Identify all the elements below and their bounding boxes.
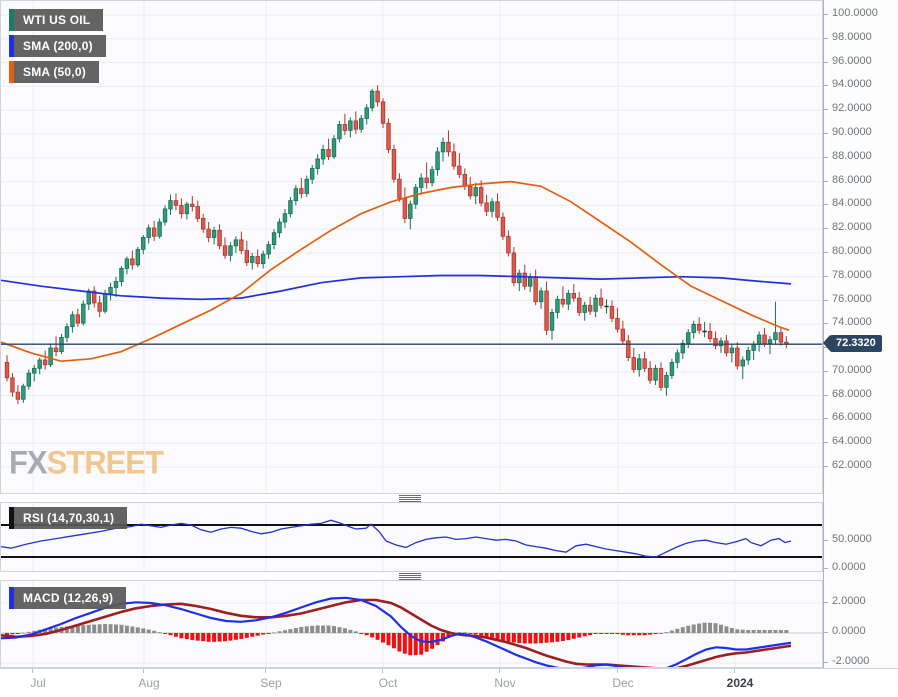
y-axis-tick <box>824 14 828 16</box>
y-axis-tick <box>824 299 828 301</box>
time-axis[interactable]: Jul Aug Sep Oct Nov Dec 2024 <box>0 668 898 697</box>
legend-symbol-label: WTI US OIL <box>23 13 91 27</box>
fxstreet-watermark: FXSTREET <box>9 444 164 482</box>
candles <box>4 85 789 405</box>
y-axis-label: 62.0000 <box>832 459 872 472</box>
rsi-badge-label: RSI (14,70,30,1) <box>23 511 115 525</box>
y-axis-label: 0.0000 <box>832 561 866 573</box>
y-axis-tick <box>824 37 828 39</box>
month-label: Nov <box>494 676 516 690</box>
month-label: Jul <box>30 676 46 690</box>
panel-divider <box>0 494 898 502</box>
y-axis-tick <box>824 204 828 206</box>
x-axis-tick <box>143 669 144 673</box>
rsi-canvas[interactable] <box>1 503 822 571</box>
y-axis-tick <box>824 632 828 633</box>
y-axis-label: 76.0000 <box>832 292 872 305</box>
month-label: 2024 <box>726 676 754 690</box>
sma50-line <box>1 180 790 363</box>
y-axis-label: 80.0000 <box>832 244 872 257</box>
y-axis-tick <box>824 156 828 158</box>
y-axis-tick <box>824 323 828 325</box>
y-axis-tick <box>824 466 828 468</box>
y-axis-label: 66.0000 <box>832 411 872 424</box>
y-axis-tick <box>824 275 828 277</box>
y-axis-label: 88.0000 <box>832 149 872 162</box>
y-axis-label: 96.0000 <box>832 54 872 67</box>
legend-item-sma50[interactable]: SMA (50,0) <box>9 61 99 83</box>
y-axis-label: 78.0000 <box>832 268 872 281</box>
divider-grip-icon[interactable] <box>399 495 421 502</box>
month-label: Dec <box>612 676 634 690</box>
y-axis-tick <box>824 418 828 420</box>
macd-badge-label: MACD (12,26,9) <box>23 591 114 605</box>
watermark-fx: FX <box>9 444 48 481</box>
x-axis-tick <box>265 669 266 673</box>
legend-sma50-label: SMA (50,0) <box>23 65 86 79</box>
main-chart-canvas[interactable] <box>1 1 822 493</box>
y-axis-label: 64.0000 <box>832 435 872 448</box>
x-axis-tick <box>382 669 383 673</box>
y-axis-tick <box>824 540 828 541</box>
sma200-line <box>1 274 792 301</box>
y-axis-tick <box>824 132 828 134</box>
y-axis-label: 100.0000 <box>832 7 878 20</box>
y-axis-label: 50.0000 <box>832 533 872 545</box>
x-axis-tick <box>499 669 500 673</box>
y-axis-tick <box>824 109 828 111</box>
y-axis-label: 68.0000 <box>832 387 872 400</box>
y-axis-tick <box>824 251 828 253</box>
y-axis-tick <box>824 85 828 87</box>
y-axis-label: 84.0000 <box>832 197 872 210</box>
current-price-tag: 72.3320 <box>830 334 882 352</box>
rsi-badge[interactable]: RSI (14,70,30,1) <box>9 507 128 529</box>
y-axis-label: 82.0000 <box>832 221 872 234</box>
y-axis-label: 90.0000 <box>832 125 872 138</box>
y-axis-tick <box>824 394 828 396</box>
watermark-street: STREET <box>46 444 164 481</box>
rsi-line <box>1 519 792 558</box>
y-axis-label: 70.0000 <box>832 363 872 376</box>
y-axis-label: 94.0000 <box>832 78 872 91</box>
y-axis-tick <box>824 180 828 182</box>
y-axis-label: 92.0000 <box>832 102 872 115</box>
y-axis-label: -2.0000 <box>832 655 870 667</box>
month-label: Aug <box>138 676 160 690</box>
x-axis-tick <box>32 669 33 673</box>
legend-item-sma200[interactable]: SMA (200,0) <box>9 35 106 57</box>
y-axis-tick <box>824 61 828 63</box>
divider-grip-icon[interactable] <box>399 573 421 580</box>
y-axis-label: 2.0000 <box>832 595 866 607</box>
y-axis-tick <box>824 602 828 603</box>
y-axis-label: 98.0000 <box>832 30 872 43</box>
legend-item-symbol[interactable]: WTI US OIL <box>9 9 104 31</box>
y-axis-tick <box>824 442 828 444</box>
month-label: Oct <box>378 676 398 690</box>
x-axis-tick <box>617 669 618 673</box>
macd-panel: MACD (12,26,9) <box>0 580 823 668</box>
panel-divider <box>0 572 898 580</box>
x-axis-tick <box>734 669 735 673</box>
y-axis-label: 0.0000 <box>832 625 866 637</box>
macd-histogram <box>5 622 789 656</box>
macd-badge[interactable]: MACD (12,26,9) <box>9 587 127 609</box>
main-chart-panel: WTI US OIL SMA (200,0) SMA (50,0) FXSTRE… <box>0 0 823 494</box>
y-axis-tick <box>824 228 828 230</box>
macd-canvas[interactable] <box>1 581 822 667</box>
y-axis-tick <box>824 370 828 372</box>
price-axis[interactable]: 100.0000 98.0000 96.0000 94.0000 92.0000 90.0… <box>823 0 898 668</box>
price-tag-arrow <box>823 334 830 351</box>
y-axis-tick <box>824 568 828 569</box>
legend-sma200-label: SMA (200,0) <box>23 39 93 53</box>
main-grid <box>1 1 822 493</box>
y-axis-label: 86.0000 <box>832 173 872 186</box>
y-axis-tick <box>824 662 828 663</box>
macd-line <box>1 596 792 667</box>
y-axis-label: 74.0000 <box>832 316 872 329</box>
month-label: Sep <box>260 676 282 690</box>
rsi-panel: RSI (14,70,30,1) <box>0 502 823 572</box>
